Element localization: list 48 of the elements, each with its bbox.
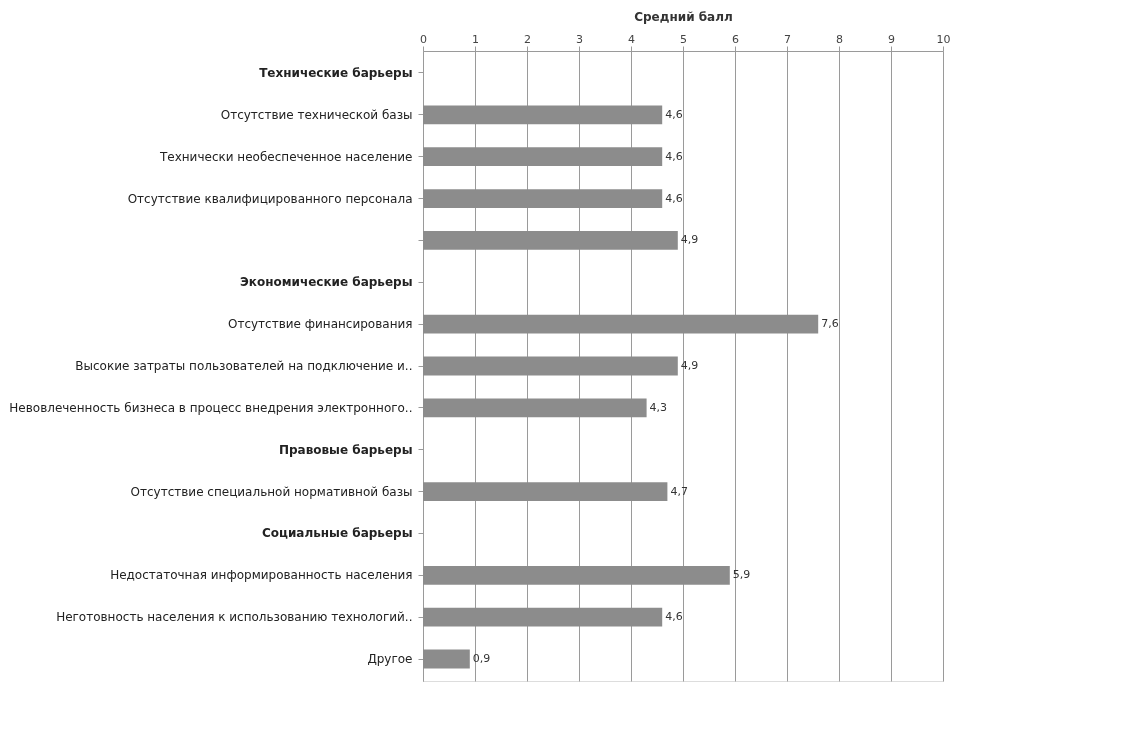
x-tick-label: 4 (628, 32, 635, 46)
bar (423, 482, 668, 501)
data-label: 4,6 (665, 610, 683, 624)
data-label: 0,9 (472, 652, 491, 666)
bar (423, 398, 647, 418)
data-label: 4,6 (665, 149, 683, 163)
bar (423, 105, 663, 125)
y-tick-label: Неготовность населения к использованию технологий.. (56, 610, 413, 625)
x-tick-label: 10 (936, 32, 951, 46)
x-tick-label: 9 (888, 32, 895, 46)
y-tick-label: Отсутствие технической базы (220, 107, 413, 122)
y-tick-label: Отсутствие квалифицированного персонала (127, 191, 413, 206)
bar (423, 231, 678, 250)
data-label: 4,6 (665, 107, 683, 121)
y-tick-label: Другое (367, 652, 413, 667)
y-tick-label: Отсутствие специальной нормативной базы (130, 484, 413, 499)
y-tick-label: Высокие затраты пользователей на подключение и.. (75, 359, 413, 373)
x-tick-label: 7 (784, 32, 791, 46)
bar (423, 356, 678, 376)
bar (423, 607, 663, 627)
data-label: 7,6 (821, 317, 839, 331)
bar (423, 147, 663, 167)
x-tick-label: 0 (420, 32, 427, 46)
data-label: 4,7 (670, 484, 688, 498)
x-tick-label: 2 (524, 32, 531, 46)
y-tick-label: Недостаточная информированность населения (110, 568, 413, 583)
y-tick-label: Правовые барьеры (278, 442, 413, 457)
bar (423, 649, 470, 669)
bar (423, 565, 730, 585)
x-tick-label: 5 (680, 32, 687, 46)
x-axis-title: Средний балл (634, 9, 733, 24)
bar (423, 189, 663, 208)
data-label: 4,3 (649, 400, 668, 414)
data-label: 4,6 (665, 191, 683, 205)
x-tick-label: 1 (472, 32, 479, 46)
y-tick-label: Отсутствие финансирования (227, 317, 413, 332)
y-tick-label: Экономические барьеры (239, 275, 413, 290)
y-tick-label: Технические барьеры (259, 65, 413, 80)
y-tick-label: Технически необеспеченное население (158, 149, 413, 164)
x-tick-label: 6 (732, 32, 739, 46)
data-label: 4,9 (680, 233, 699, 247)
y-tick-label: Невовлеченность бизнеса в процесс внедрения электронного.. (9, 400, 413, 415)
data-label: 5,9 (732, 568, 751, 582)
bar (423, 314, 819, 334)
x-tick-label: 3 (576, 32, 583, 46)
y-tick-label: Социальные барьеры (261, 526, 413, 541)
data-label: 4,9 (680, 359, 699, 372)
x-tick-label: 8 (836, 32, 843, 46)
